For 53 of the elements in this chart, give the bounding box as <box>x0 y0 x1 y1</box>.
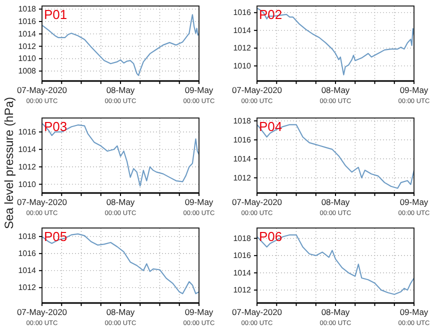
chart-title: P05 <box>44 229 68 244</box>
y-tick-label: 1018 <box>233 234 252 243</box>
y-tick-label: 1016 <box>233 251 252 260</box>
x-tick-label: 08-May 00:00 UTC <box>320 197 352 217</box>
y-tick-label: 1016 <box>233 135 252 144</box>
x-tick-label: 07-May-2020 00:00 UTC <box>232 197 282 217</box>
x-tick-label: 08-May 00:00 UTC <box>104 85 137 105</box>
y-tick-label: 1014 <box>18 266 37 276</box>
y-tick-label: 1014 <box>18 29 37 38</box>
y-tick-label: 1016 <box>18 17 37 26</box>
x-tick-label: 08-May 00:00 UTC <box>320 307 352 327</box>
y-tick-label: 1012 <box>233 286 252 295</box>
x-tick-label: 09-May 00:00 UTC <box>398 307 430 327</box>
line-series <box>41 233 200 294</box>
y-tick-label: 1014 <box>233 26 252 35</box>
chart-title: P04 <box>259 119 282 134</box>
line-series <box>256 8 415 76</box>
x-tick-label: 07-May-2020 00:00 UTC <box>232 85 282 105</box>
y-tick-label: 1014 <box>233 154 252 164</box>
x-tick-label: 09-May 00:00 UTC <box>183 85 216 105</box>
y-tick-label: 1016 <box>18 128 37 137</box>
y-axis-title: Sea level pressure (hPa) <box>2 96 16 230</box>
y-tick-label: 1012 <box>18 283 37 292</box>
x-tick-label: 09-May 00:00 UTC <box>183 197 216 217</box>
x-tick-label: 09-May 00:00 UTC <box>183 307 216 327</box>
y-tick-label: 1016 <box>233 8 252 18</box>
x-tick-label: 08-May 00:00 UTC <box>104 307 137 327</box>
y-tick-label: 1012 <box>18 162 37 172</box>
x-tick-label: 07-May-2020 00:00 UTC <box>232 307 282 327</box>
line-series <box>41 122 200 187</box>
chart-title: P01 <box>44 7 68 22</box>
y-tick-label: 1010 <box>18 180 37 189</box>
x-tick-label: 07-May-2020 00:00 UTC <box>16 85 68 105</box>
chart-title: P03 <box>44 119 68 134</box>
y-tick-label: 1014 <box>233 268 252 278</box>
x-tick-label: 07-May-2020 00:00 UTC <box>16 307 68 327</box>
x-tick-label: 09-May 00:00 UTC <box>398 197 430 217</box>
y-tick-label: 1012 <box>18 42 37 51</box>
y-tick-label: 1016 <box>18 249 37 258</box>
x-tick-label: 08-May 00:00 UTC <box>320 85 352 105</box>
y-tick-label: 1018 <box>18 232 37 242</box>
x-tick-label: 07-May-2020 00:00 UTC <box>16 197 68 217</box>
y-tick-label: 1012 <box>233 173 252 182</box>
y-tick-label: 1014 <box>18 144 37 154</box>
y-tick-label: 1012 <box>233 44 252 53</box>
y-tick-label: 1008 <box>18 66 37 76</box>
x-tick-label: 09-May 00:00 UTC <box>398 85 430 105</box>
y-tick-label: 1018 <box>18 4 37 14</box>
x-tick-label: 08-May 00:00 UTC <box>104 197 137 217</box>
y-tick-label: 1010 <box>233 61 252 70</box>
chart-title: P06 <box>259 229 282 244</box>
y-tick-label: 1010 <box>18 54 37 64</box>
y-tick-label: 1018 <box>233 116 252 126</box>
